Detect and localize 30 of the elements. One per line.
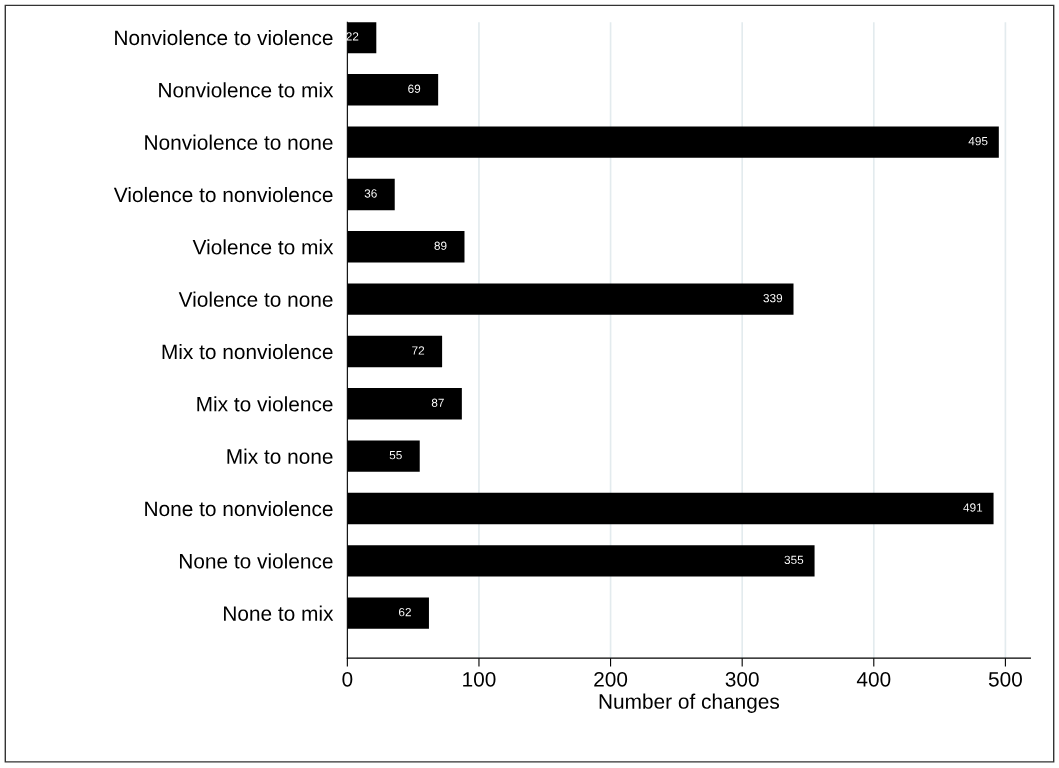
x-tick-label: 400 [856,671,891,687]
data-label: 89 [434,241,447,250]
data-label: 36 [364,189,377,198]
y-tick-label: Nonviolence to mix [159,82,334,98]
y-tick-label: None to nonviolence [145,500,333,517]
data-label: 62 [398,607,411,617]
y-tick-label: Violence to nonviolence [113,186,333,203]
data-label: 72 [412,346,425,355]
y-tick-label: Nonviolence to violence [115,29,333,46]
x-tick-label: 500 [988,671,1022,687]
x-tick-label: 0 [342,671,353,687]
y-tick-label: None to violence [179,553,333,569]
y-tick-label: Mix to nonviolence [162,343,333,360]
data-label: 55 [389,451,402,460]
data-label: 495 [968,136,988,146]
y-tick-label: Violence to none [178,291,333,307]
data-label: 491 [963,503,983,512]
data-label: 355 [784,555,804,564]
data-label: 339 [763,293,783,303]
y-tick-label: Mix to violence [197,396,333,412]
x-tick-label: 100 [463,671,496,687]
y-tick-label: Violence to mix [192,239,334,255]
data-label: 87 [431,398,444,407]
data-label: 69 [408,84,421,93]
x-axis-title: Number of changes [599,693,780,713]
y-tick-label: Nonviolence to none [145,134,333,150]
y-tick-label: Mix to none [227,448,333,464]
y-tick-label: None to mix [224,605,334,621]
x-tick-label: 300 [725,671,759,687]
x-tick-label: 200 [594,671,628,687]
